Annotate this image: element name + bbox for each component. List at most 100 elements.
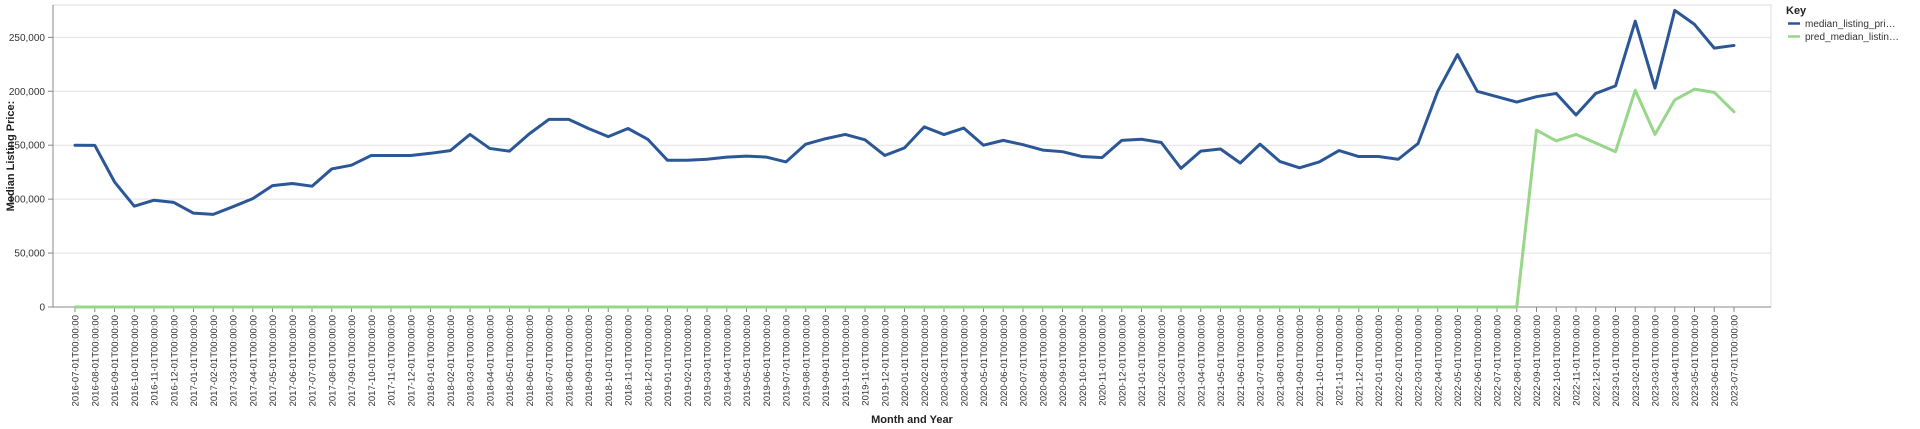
x-tick-label: 2016-09-01T00:00:00 <box>110 315 121 406</box>
y-tick-label: 50,000 <box>14 249 45 260</box>
y-tick-label: 200,000 <box>9 87 46 98</box>
x-tick-label: 2022-07-01T00:00:00 <box>1493 315 1504 406</box>
x-tick-label: 2017-08-01T00:00:00 <box>327 315 338 406</box>
gridlines <box>53 36 1771 308</box>
x-tick-label: 2017-09-01T00:00:00 <box>347 315 358 406</box>
x-tick-label: 2017-02-01T00:00:00 <box>209 315 220 406</box>
legend: Key median_listing_pri… pred_median_listi… <box>1786 5 1899 43</box>
series-line-1 <box>73 8 1736 216</box>
x-tick-label: 2023-04-01T00:00:00 <box>1670 315 1681 406</box>
x-tick-label: 2018-11-01T00:00:00 <box>624 315 635 406</box>
x-tick-label: 2022-04-01T00:00:00 <box>1433 315 1444 406</box>
x-tick-label: 2023-03-01T00:00:00 <box>1651 315 1662 406</box>
x-tick-label: 2020-04-01T00:00:00 <box>959 315 970 406</box>
x-tick-label: 2022-06-01T00:00:00 <box>1473 315 1484 406</box>
x-tick-label: 2018-07-01T00:00:00 <box>545 315 556 406</box>
x-tick-label: 2021-11-01T00:00:00 <box>1335 315 1346 406</box>
y-tick-label: 100,000 <box>9 195 46 206</box>
x-tick-label: 2019-07-01T00:00:00 <box>782 315 793 406</box>
x-tick-label: 2016-10-01T00:00:00 <box>130 315 141 406</box>
x-axis: 2016-07-01T00:00:00 2016-08-01T00:00:00 20… <box>71 307 1741 406</box>
x-tick-label: 2022-08-01T00:00:00 <box>1512 315 1523 406</box>
x-tick-label: 2022-12-01T00:00:00 <box>1591 315 1602 406</box>
x-tick-label: 2022-10-01T00:00:00 <box>1552 315 1563 406</box>
x-tick-label: 2017-10-01T00:00:00 <box>367 315 378 406</box>
x-tick-label: 2021-03-01T00:00:00 <box>1177 315 1188 406</box>
x-tick-label: 2021-02-01T00:00:00 <box>1157 315 1168 406</box>
x-tick-label: 2017-01-01T00:00:00 <box>189 315 200 406</box>
x-tick-label: 2018-03-01T00:00:00 <box>466 315 477 406</box>
x-tick-label: 2022-01-01T00:00:00 <box>1374 315 1385 406</box>
x-tick-label: 2017-12-01T00:00:00 <box>406 315 417 406</box>
x-tick-label: 2021-01-01T00:00:00 <box>1137 315 1148 406</box>
x-tick-label: 2022-02-01T00:00:00 <box>1394 315 1405 406</box>
x-tick-label: 2020-09-01T00:00:00 <box>1058 315 1069 406</box>
x-tick-label: 2020-02-01T00:00:00 <box>920 315 931 406</box>
x-tick-label: 2019-12-01T00:00:00 <box>880 315 891 406</box>
x-tick-label: 2019-06-01T00:00:00 <box>762 315 773 406</box>
y-tick-label: 250,000 <box>9 33 46 44</box>
x-tick-label: 2019-02-01T00:00:00 <box>683 315 694 406</box>
x-tick-label: 2018-09-01T00:00:00 <box>584 315 595 406</box>
x-tick-label: 2017-07-01T00:00:00 <box>308 315 319 406</box>
x-tick-label: 2017-04-01T00:00:00 <box>248 315 259 406</box>
x-tick-label: 2021-05-01T00:00:00 <box>1216 315 1227 406</box>
x-tick-label: 2021-07-01T00:00:00 <box>1256 315 1267 406</box>
y-axis: 0 50,000 100,000 150,000 200,000 250,000 <box>9 5 1771 314</box>
x-tick-label: 2020-12-01T00:00:00 <box>1117 315 1128 406</box>
x-tick-label: 2022-09-01T00:00:00 <box>1532 315 1543 406</box>
x-tick-label: 2021-09-01T00:00:00 <box>1295 315 1306 406</box>
x-tick-label: 2019-05-01T00:00:00 <box>742 315 753 406</box>
x-tick-label: 2019-04-01T00:00:00 <box>722 315 733 406</box>
x-tick-label: 2019-03-01T00:00:00 <box>703 315 714 406</box>
x-tick-label: 2018-12-01T00:00:00 <box>643 315 654 406</box>
x-tick-label: 2019-08-01T00:00:00 <box>801 315 812 406</box>
x-tick-label: 2020-03-01T00:00:00 <box>940 315 951 406</box>
x-tick-label: 2016-07-01T00:00:00 <box>71 315 82 406</box>
x-tick-label: 2018-10-01T00:00:00 <box>604 315 615 406</box>
x-tick-label: 2022-11-01T00:00:00 <box>1572 315 1583 406</box>
y-tick-label: 150,000 <box>9 141 46 152</box>
x-tick-label: 2023-05-01T00:00:00 <box>1690 315 1701 406</box>
x-tick-label: 2021-06-01T00:00:00 <box>1236 315 1247 406</box>
x-tick-label: 2023-07-01T00:00:00 <box>1730 315 1741 406</box>
x-tick-label: 2019-11-01T00:00:00 <box>861 315 872 406</box>
x-tick-label: 2020-06-01T00:00:00 <box>999 315 1010 406</box>
y-axis-title: Median Listing Price: <box>5 101 17 212</box>
x-tick-label: 2018-04-01T00:00:00 <box>485 315 496 406</box>
x-tick-label: 2019-01-01T00:00:00 <box>663 315 674 406</box>
x-axis-title: Month and Year <box>871 414 953 426</box>
x-tick-label: 2016-11-01T00:00:00 <box>150 315 161 406</box>
plot-area <box>52 4 1772 308</box>
series-lines <box>73 8 1736 309</box>
x-tick-label: 2018-01-01T00:00:00 <box>426 315 437 406</box>
x-tick-label: 2020-05-01T00:00:00 <box>979 315 990 406</box>
x-tick-label: 2017-03-01T00:00:00 <box>229 315 240 406</box>
x-tick-label: 2020-11-01T00:00:00 <box>1098 315 1109 406</box>
x-tick-label: 2018-08-01T00:00:00 <box>564 315 575 406</box>
x-tick-label: 2019-09-01T00:00:00 <box>821 315 832 406</box>
legend-title: Key <box>1786 5 1807 17</box>
x-tick-label: 2022-03-01T00:00:00 <box>1414 315 1425 406</box>
x-tick-label: 2019-10-01T00:00:00 <box>841 315 852 406</box>
x-tick-label: 2023-06-01T00:00:00 <box>1710 315 1721 406</box>
x-tick-label: 2017-06-01T00:00:00 <box>288 315 299 406</box>
x-tick-label: 2021-12-01T00:00:00 <box>1354 315 1365 406</box>
x-tick-label: 2018-05-01T00:00:00 <box>505 315 516 406</box>
x-tick-label: 2020-01-01T00:00:00 <box>900 315 911 406</box>
x-tick-label: 2017-11-01T00:00:00 <box>387 315 398 406</box>
x-tick-label: 2016-08-01T00:00:00 <box>90 315 101 406</box>
legend-label-2: pred_median_listin… <box>1805 32 1899 43</box>
x-tick-label: 2022-05-01T00:00:00 <box>1453 315 1464 406</box>
x-tick-label: 2023-01-01T00:00:00 <box>1611 315 1622 406</box>
x-tick-label: 2021-04-01T00:00:00 <box>1196 315 1207 406</box>
x-tick-label: 2021-08-01T00:00:00 <box>1275 315 1286 406</box>
x-tick-label: 2021-10-01T00:00:00 <box>1315 315 1326 406</box>
x-tick-label: 2018-06-01T00:00:00 <box>525 315 536 406</box>
series-line-2 <box>73 87 1736 309</box>
legend-label-1: median_listing_pri… <box>1805 19 1896 30</box>
x-tick-label: 2020-07-01T00:00:00 <box>1019 315 1030 406</box>
x-tick-label: 2016-12-01T00:00:00 <box>169 315 180 406</box>
y-tick-label: 0 <box>39 303 45 314</box>
